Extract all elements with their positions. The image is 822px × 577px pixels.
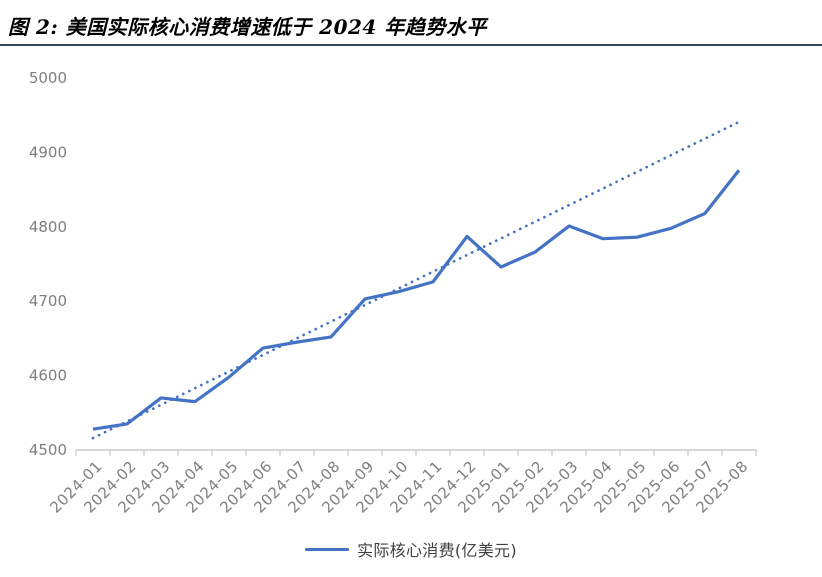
legend: 实际核心消费(亿美元)	[0, 537, 822, 561]
y-axis-label: 4700	[29, 292, 67, 310]
legend-line-swatch	[305, 547, 350, 551]
y-axis-label: 4500	[29, 441, 67, 459]
series-line	[92, 169, 741, 431]
y-axis-label: 4600	[29, 367, 67, 385]
figure-title: 图 2: 美国实际核心消费增速低于 2024 年趋势水平	[8, 15, 487, 39]
trend-line	[91, 120, 741, 440]
title-divider	[0, 44, 822, 46]
y-axis-label: 5000	[29, 69, 67, 87]
y-axis-label: 4900	[29, 143, 67, 161]
legend-label: 实际核心消费(亿美元)	[357, 541, 517, 560]
y-axis-label: 4800	[29, 218, 67, 236]
